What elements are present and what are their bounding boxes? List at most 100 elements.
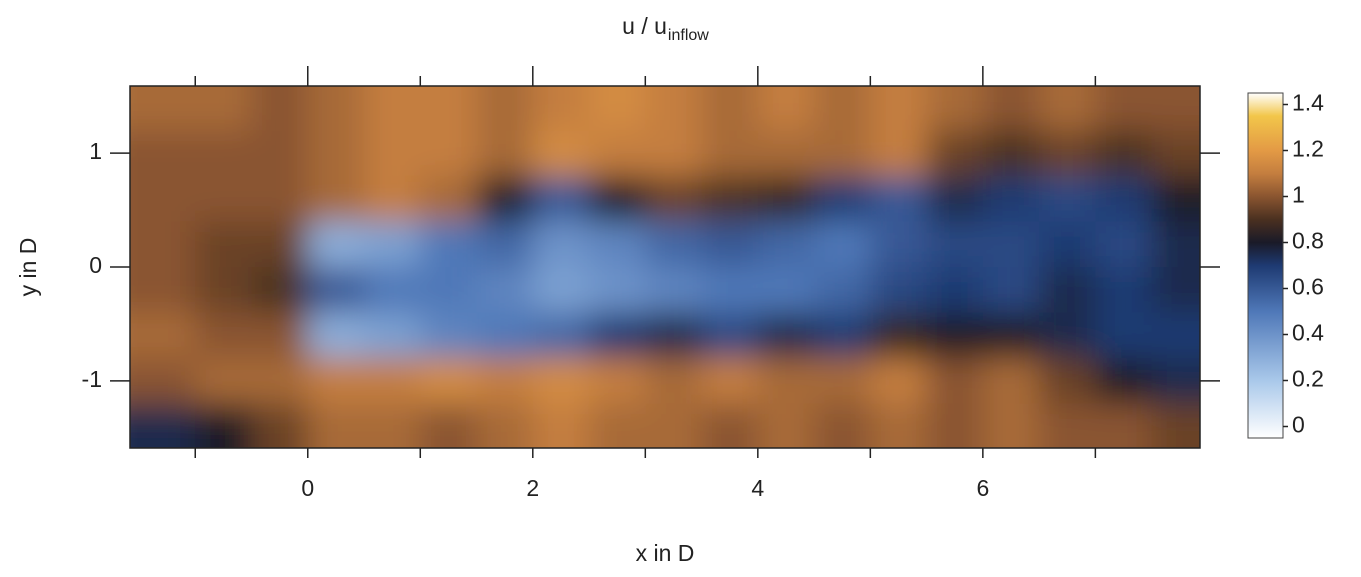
cell <box>1151 312 1200 360</box>
cell <box>476 403 534 448</box>
cell <box>1039 403 1097 448</box>
cell <box>195 130 253 177</box>
cell <box>532 312 591 360</box>
cell <box>814 312 872 360</box>
cell <box>870 86 928 132</box>
cell <box>926 403 984 448</box>
cell <box>251 221 309 268</box>
colorbar <box>1247 92 1284 439</box>
x-tick-label: 4 <box>751 475 764 501</box>
cell <box>1039 86 1097 132</box>
cell <box>130 86 197 132</box>
x-tick-label: 0 <box>301 475 314 501</box>
cell <box>1151 221 1200 268</box>
cell <box>870 312 928 360</box>
y-tick-label: -1 <box>82 366 102 392</box>
cell <box>926 267 984 314</box>
cell <box>757 175 816 223</box>
cell <box>130 221 197 268</box>
cell <box>1151 267 1200 314</box>
cell <box>870 175 928 223</box>
cell <box>1095 175 1153 223</box>
cell <box>130 267 197 314</box>
cell <box>1095 221 1153 268</box>
cell <box>814 403 872 448</box>
cell <box>532 175 591 223</box>
colorbar-tick-label: 0.2 <box>1292 366 1324 392</box>
cell <box>307 403 366 448</box>
cell <box>307 312 366 360</box>
cell <box>420 86 478 132</box>
cell <box>701 130 759 177</box>
cell <box>1039 312 1097 360</box>
cell <box>757 86 816 132</box>
cell <box>645 221 703 268</box>
cell <box>757 312 816 360</box>
cell <box>645 130 703 177</box>
cell <box>589 86 647 132</box>
cell <box>814 221 872 268</box>
cell <box>982 86 1041 132</box>
cell <box>757 130 816 177</box>
cell <box>1095 312 1153 360</box>
colorbar-tick-label: 1.4 <box>1292 90 1324 116</box>
cell <box>1095 267 1153 314</box>
colorbar-tick-label: 0.8 <box>1292 228 1324 254</box>
cell <box>420 221 478 268</box>
cell <box>251 267 309 314</box>
cell <box>870 403 928 448</box>
cell <box>645 267 703 314</box>
chart-title-subscript: inflow <box>668 27 709 44</box>
cell <box>701 312 759 360</box>
cell <box>701 221 759 268</box>
x-tick-label: 6 <box>976 475 989 501</box>
colorbar-tick-label: 1 <box>1292 182 1305 208</box>
cell <box>364 267 422 314</box>
cell <box>589 358 647 405</box>
cell <box>926 358 984 405</box>
cell <box>1095 86 1153 132</box>
cell <box>364 358 422 405</box>
cell <box>130 130 197 177</box>
cell <box>1039 267 1097 314</box>
cell <box>364 130 422 177</box>
cell <box>307 86 366 132</box>
cell <box>364 175 422 223</box>
chart-title: u / u <box>622 13 667 39</box>
colorbar-tick-label: 0 <box>1292 412 1305 438</box>
cell <box>1039 358 1097 405</box>
cell <box>926 86 984 132</box>
cell <box>814 130 872 177</box>
cell <box>420 358 478 405</box>
cell <box>814 358 872 405</box>
cell <box>364 312 422 360</box>
cell <box>701 86 759 132</box>
cell <box>251 358 309 405</box>
cell <box>814 175 872 223</box>
cell <box>701 267 759 314</box>
cell <box>476 312 534 360</box>
cell <box>645 403 703 448</box>
cell <box>814 86 872 132</box>
cell <box>589 403 647 448</box>
cell <box>982 267 1041 314</box>
cell <box>645 86 703 132</box>
cell <box>757 358 816 405</box>
cell <box>307 221 366 268</box>
cell <box>1151 175 1200 223</box>
y-axis-label: y in D <box>15 238 41 297</box>
cell <box>130 312 197 360</box>
cell <box>645 358 703 405</box>
cell <box>757 403 816 448</box>
cell <box>982 403 1041 448</box>
cell <box>982 130 1041 177</box>
cell <box>1039 130 1097 177</box>
cell <box>1151 130 1200 177</box>
cell <box>982 175 1041 223</box>
colorbar-tick-label: 0.4 <box>1292 320 1324 346</box>
x-axis-label: x in D <box>636 540 695 566</box>
cell <box>307 130 366 177</box>
cell <box>701 403 759 448</box>
y-tick-label: 0 <box>89 252 102 278</box>
